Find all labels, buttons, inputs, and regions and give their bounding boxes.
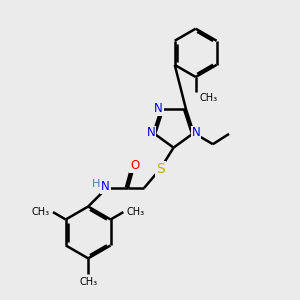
Text: CH₃: CH₃ xyxy=(126,206,144,217)
Text: H: H xyxy=(92,179,100,190)
Text: O: O xyxy=(130,159,139,172)
Text: N: N xyxy=(101,180,110,193)
Text: CH₃: CH₃ xyxy=(79,277,97,286)
Text: N: N xyxy=(154,102,163,115)
Text: CH₃: CH₃ xyxy=(32,206,50,217)
Text: CH₃: CH₃ xyxy=(199,93,217,103)
Text: N: N xyxy=(192,127,200,140)
Text: S: S xyxy=(156,162,165,176)
Text: N: N xyxy=(147,127,155,140)
